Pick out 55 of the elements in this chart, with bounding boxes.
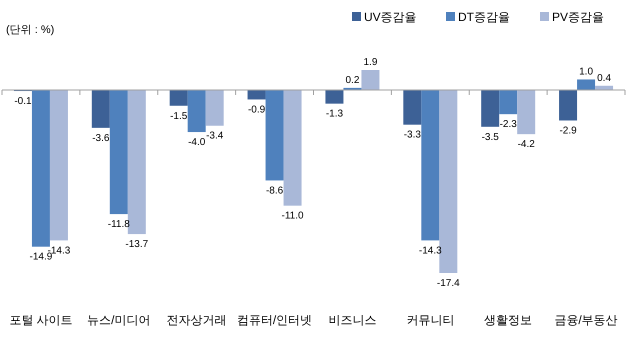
data-label: -0.1 [14,96,32,108]
bar [421,90,440,240]
bar [481,90,500,127]
legend-label: UV증감율 [364,10,417,24]
data-label: 1.0 [579,66,594,78]
data-label: -4.0 [188,137,206,148]
data-label: -3.6 [92,132,110,144]
text: (단위 : %) [6,24,54,36]
data-label: -8.6 [266,185,284,196]
data-label: -3.5 [482,132,500,143]
data-label: -3.3 [404,130,422,141]
bar [499,90,518,114]
bar [248,90,266,100]
bar [517,90,536,134]
x-tick-label: 금융/부동산 [554,313,618,327]
data-label: 0.2 [345,74,360,86]
data-label: -1.3 [326,108,344,120]
data-label: -11.8 [108,219,130,230]
bar [128,90,146,234]
data-label: -13.7 [125,239,149,250]
x-tick-label: 전자상거래 [166,313,227,327]
x-tick-label: 컴퓨터/인터넷 [236,313,312,327]
data-label: 0.4 [597,72,612,84]
data-label: -0.9 [248,104,266,116]
bar [403,90,422,125]
bar [188,90,206,132]
data-label: 1.9 [363,57,378,68]
data-label: -1.5 [170,110,188,122]
data-label: -2.9 [559,125,578,136]
data-label: -3.4 [206,130,224,142]
bar [284,90,302,206]
data-label: -14.9 [30,252,53,263]
data-label: -2.3 [500,119,518,130]
legend-label: DT증감율 [458,10,510,24]
x-tick-label: 뉴스/미디어 [87,313,150,327]
x-tick-label: 비즈니스 [328,313,376,327]
bar [361,70,380,90]
bar [266,90,284,180]
bar [206,90,224,126]
bar [577,79,596,90]
bar [32,90,50,247]
x-tick-label: 생활정보 [484,313,532,327]
data-label: -14.3 [418,245,442,256]
bar [325,90,344,104]
data-label: -4.2 [518,139,536,150]
x-tick-label: 커뮤니티 [406,313,454,327]
bar [92,90,110,128]
data-label: -17.4 [436,278,460,289]
bar [50,90,68,240]
legend-label: PV증감율 [552,10,604,24]
x-tick-label: 포털 사이트 [9,313,73,327]
bar [110,90,128,214]
data-label: -11.0 [282,210,304,222]
bar [170,90,188,106]
bar [559,90,578,120]
